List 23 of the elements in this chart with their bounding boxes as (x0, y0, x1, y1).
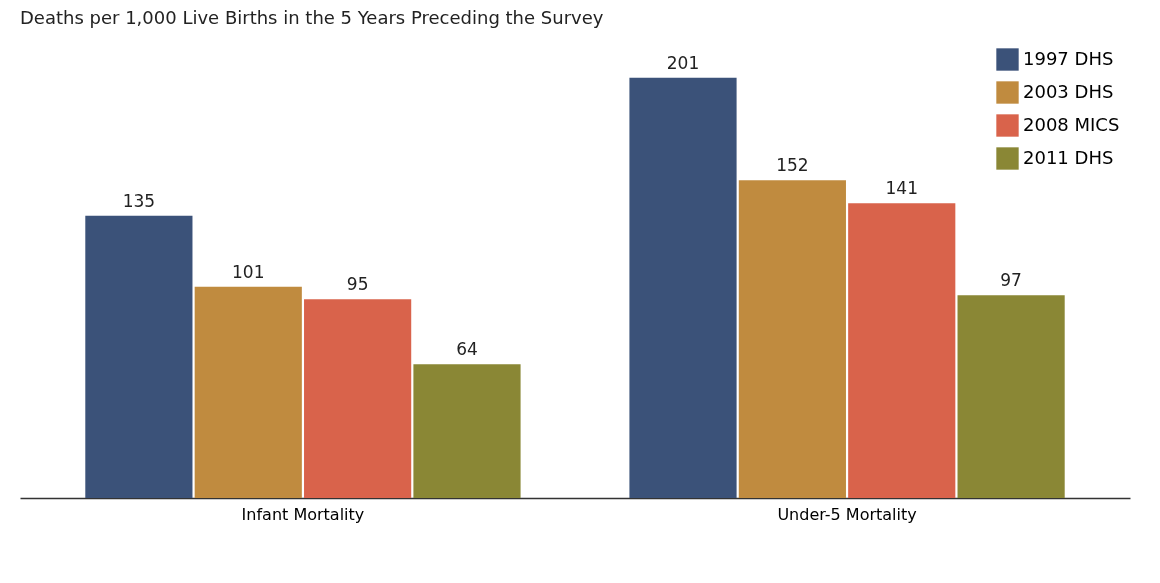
data-label: 64 (456, 339, 478, 360)
bar (957, 295, 1065, 498)
data-label: 135 (122, 190, 156, 211)
x-tick-label: Infant Mortality (241, 504, 365, 524)
bar (304, 299, 412, 498)
data-label: 97 (1000, 270, 1022, 291)
bar (738, 180, 846, 498)
data-label: 101 (232, 261, 265, 282)
data-label: 152 (776, 155, 809, 176)
bar (85, 215, 193, 498)
bar (413, 364, 521, 498)
legend-label: 2011 DHS (1023, 146, 1114, 168)
bar (194, 286, 302, 498)
data-label: 95 (346, 274, 369, 295)
data-label: 201 (666, 52, 700, 73)
legend-label: 1997 DHS (1023, 47, 1114, 69)
bar (848, 203, 956, 498)
x-tick-label: Under-5 Mortality (777, 504, 917, 524)
legend-label: 2008 MICS (1023, 113, 1120, 135)
chart-title: Deaths per 1,000 Live Births in the 5 Years Preceding the Survey (20, 7, 604, 28)
legend-label: 2003 DHS (1023, 80, 1114, 102)
data-label: 141 (885, 178, 918, 199)
bar (629, 77, 737, 498)
